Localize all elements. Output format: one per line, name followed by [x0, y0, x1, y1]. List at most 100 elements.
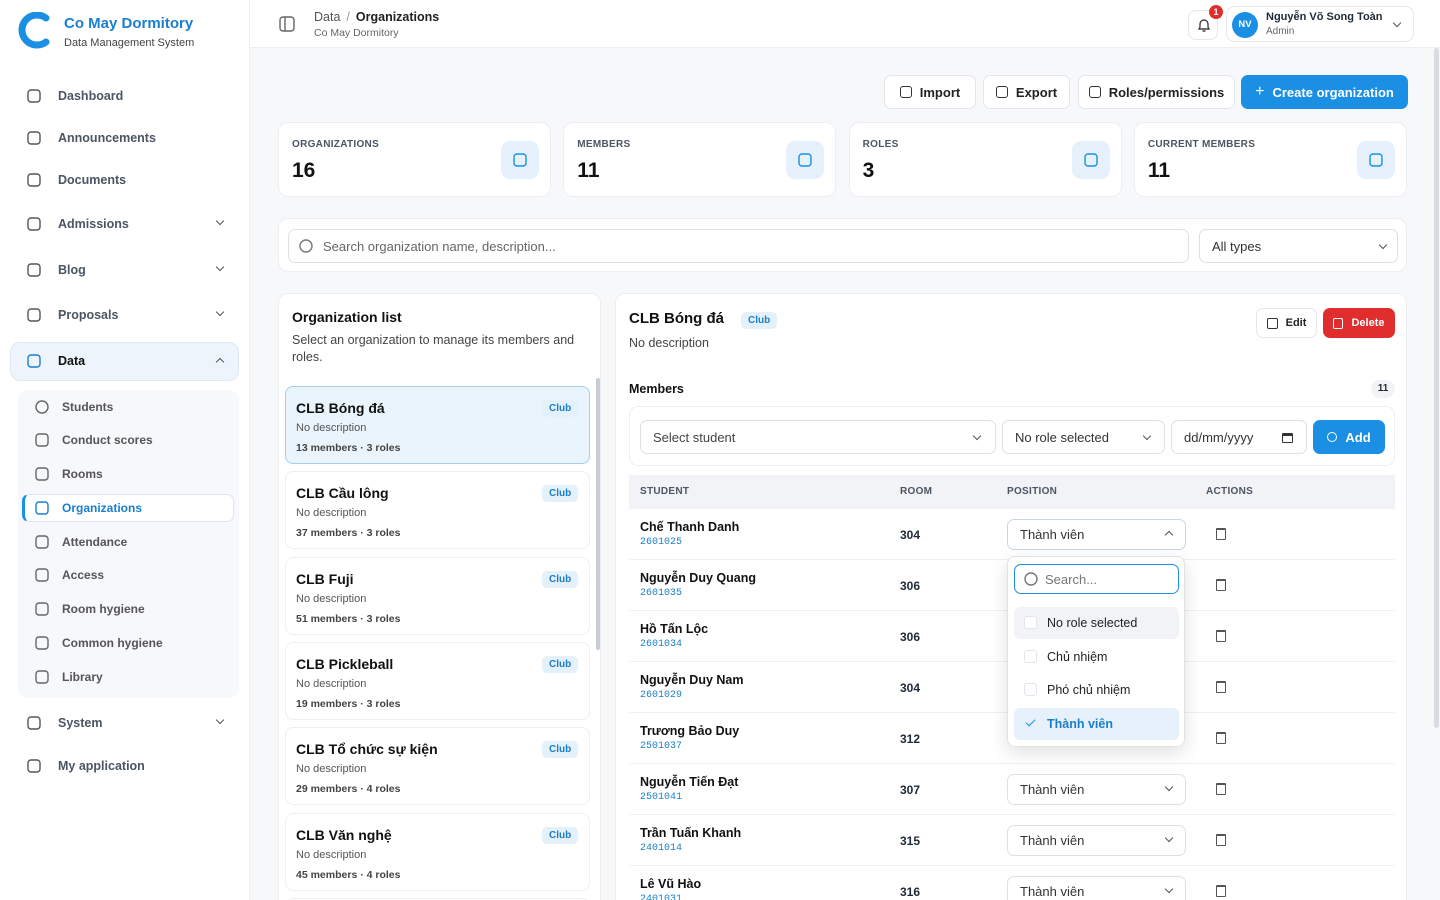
- org-description: No description: [296, 507, 367, 520]
- submenu-item[interactable]: Rooms: [0, 466, 250, 482]
- nav-active-bg: [10, 342, 239, 381]
- primary-button[interactable]: + Create organization: [1241, 75, 1408, 109]
- nav-item[interactable]: Dashboard: [0, 87, 250, 105]
- sidebar-toggle[interactable]: [279, 16, 295, 32]
- submenu-item[interactable]: Room hygiene: [0, 601, 250, 617]
- stat-icon: [501, 141, 539, 179]
- org-meta: 13 members · 3 roles: [296, 442, 401, 454]
- org-item[interactable]: CLB Cầu lông Club No description 37 members…: [285, 471, 590, 550]
- icon: [27, 217, 41, 231]
- delete-icon[interactable]: [1216, 732, 1226, 744]
- edit-button[interactable]: Edit: [1256, 308, 1317, 338]
- nav-item[interactable]: My application: [0, 757, 250, 775]
- select-value: All types: [1212, 238, 1262, 254]
- org-item[interactable]: CLB Bóng đá Club No description 13 members …: [285, 386, 590, 464]
- button-label: Export: [1015, 84, 1058, 100]
- column-header: ACTIONS: [1206, 486, 1254, 497]
- list-description: Select an organization to manage its mem…: [292, 333, 575, 364]
- dropdown-option[interactable]: Phó chủ nhiệm: [1014, 674, 1179, 707]
- icon: [35, 467, 49, 481]
- org-item[interactable]: CLB Tổ chức sự kiện Club No description 29 …: [285, 727, 590, 806]
- nav-item[interactable]: System: [0, 714, 250, 732]
- toolbar-button[interactable]: Export: [983, 75, 1070, 109]
- position-select[interactable]: Thành viên: [1007, 519, 1186, 550]
- nav-item[interactable]: Announcements: [0, 129, 250, 147]
- dropdown-option[interactable]: Thành viên: [1014, 708, 1179, 741]
- icon: [35, 636, 49, 650]
- icon: [798, 153, 812, 167]
- crumb[interactable]: Data: [314, 10, 341, 24]
- member-name: Nguyễn Duy Quang: [640, 571, 756, 585]
- logo: [18, 12, 50, 49]
- org-item[interactable]: CLB Pickleball Club No description 19 membe…: [285, 641, 590, 720]
- role-select[interactable]: No role selected: [1002, 420, 1165, 454]
- delete-icon[interactable]: [1216, 579, 1226, 591]
- submenu-item[interactable]: Access: [0, 567, 250, 583]
- detail-name: CLB Bóng đá: [629, 310, 724, 327]
- notifications[interactable]: 1: [1188, 5, 1223, 40]
- dropdown-option[interactable]: No role selected: [1014, 607, 1179, 639]
- position-select[interactable]: Thành viên: [1007, 825, 1186, 856]
- submenu-item[interactable]: Common hygiene: [0, 635, 250, 651]
- icon: [1024, 572, 1038, 586]
- toolbar-button[interactable]: Roles/permissions: [1078, 75, 1235, 109]
- scrollbar: [1434, 48, 1439, 728]
- submenu-item[interactable]: Attendance: [0, 534, 250, 550]
- submenu-item[interactable]: Library: [0, 669, 250, 685]
- delete-button[interactable]: Delete: [1323, 308, 1395, 338]
- submenu-label: Students: [62, 400, 114, 414]
- member-row: Nguyễn Tiến Đạt 2501041 307 Thành viên: [629, 764, 1395, 815]
- select-value: Select student: [653, 429, 736, 445]
- button-label: Import: [919, 84, 961, 100]
- select-value: Thành viên: [1020, 527, 1085, 542]
- org-name: CLB Bóng đá: [296, 400, 385, 416]
- member-row: Trần Tuấn Khanh 2401014 315 Thành viên: [629, 815, 1395, 866]
- delete-icon[interactable]: [1216, 783, 1226, 795]
- nav-item[interactable]: Blog: [0, 261, 250, 279]
- add-button[interactable]: Add: [1313, 420, 1385, 454]
- member-id: 2401031: [640, 894, 683, 900]
- submenu-item[interactable]: Conduct scores: [0, 432, 250, 448]
- detail-description: No description: [629, 336, 709, 350]
- delete-icon[interactable]: [1216, 885, 1226, 897]
- notification-badge: 1: [1209, 5, 1223, 19]
- student-select[interactable]: Select student: [640, 420, 996, 454]
- submenu-label: Access: [62, 568, 105, 582]
- org-tag: Club: [542, 570, 579, 588]
- submenu-item[interactable]: Students: [0, 399, 250, 415]
- date-input[interactable]: dd/mm/yyyy: [1171, 420, 1307, 454]
- org-item[interactable]: CLB Văn nghệ Club No description 45 members…: [285, 812, 590, 891]
- dropdown-option[interactable]: Chủ nhiệm: [1014, 640, 1179, 673]
- nav-item[interactable]: Data: [0, 352, 250, 370]
- topbar: Data / Organizations Co May Dormitory 1 …: [250, 0, 1440, 48]
- org-item[interactable]: CLB Fuji Club No description 51 members · 3…: [285, 556, 590, 635]
- stat-value: 11: [1147, 159, 1171, 182]
- position-select[interactable]: Thành viên: [1007, 876, 1186, 900]
- column-header: STUDENT: [640, 486, 690, 497]
- member-room: 312: [900, 732, 921, 746]
- submenu-label: Library: [62, 670, 103, 684]
- nav-item[interactable]: Proposals: [0, 306, 250, 324]
- delete-icon[interactable]: [1216, 528, 1226, 540]
- org-meta: 45 members · 4 roles: [296, 868, 401, 881]
- stat-icon: [1071, 141, 1110, 179]
- org-meta: 29 members · 4 roles: [296, 783, 401, 796]
- toolbar-button[interactable]: Import: [884, 75, 976, 109]
- position-select[interactable]: Thành viên: [1007, 774, 1186, 805]
- search-input[interactable]: Search organization name, description...: [288, 229, 1189, 263]
- stat-value: 11: [577, 159, 600, 182]
- type-select[interactable]: All types: [1199, 229, 1398, 263]
- member-room: 307: [900, 783, 921, 797]
- delete-icon[interactable]: [1216, 834, 1226, 846]
- nav-item[interactable]: Documents: [0, 171, 250, 189]
- button-label: Edit: [1285, 317, 1307, 329]
- member-name: Nguyễn Duy Nam: [640, 673, 744, 687]
- user-menu[interactable]: NV Nguyễn Võ Song Toàn Admin: [1226, 6, 1414, 42]
- delete-icon[interactable]: [1216, 681, 1226, 693]
- icon: [35, 400, 49, 414]
- delete-icon[interactable]: [1216, 630, 1226, 642]
- dropdown-search[interactable]: Search...: [1014, 564, 1179, 594]
- nav-item[interactable]: Admissions: [0, 215, 250, 233]
- calendar-icon: [1282, 433, 1293, 443]
- submenu-item[interactable]: Organizations: [0, 500, 250, 516]
